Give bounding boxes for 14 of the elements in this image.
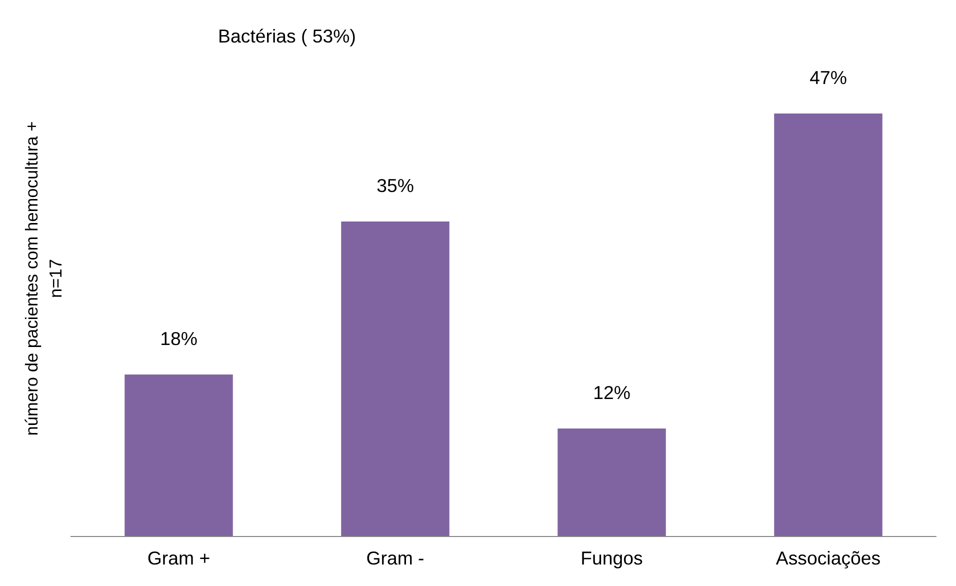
data-label: 35% bbox=[376, 175, 414, 196]
text: Bactérias ( 53%) bbox=[218, 26, 356, 47]
data-label: 12% bbox=[593, 382, 630, 404]
bar bbox=[558, 428, 666, 536]
y-axis-title: número de pacientes com hemocultura + n=17 bbox=[22, 121, 66, 436]
bar bbox=[124, 374, 233, 536]
x-tick-label: Associações bbox=[776, 548, 881, 568]
x-tick-label: Gram + bbox=[147, 548, 210, 568]
x-tick-label: Gram - bbox=[366, 548, 424, 568]
bar bbox=[774, 114, 882, 536]
data-label: 47% bbox=[810, 67, 847, 88]
data-label: 18% bbox=[160, 328, 198, 350]
bar bbox=[341, 222, 450, 536]
x-tick-label: Fungos bbox=[580, 548, 643, 568]
